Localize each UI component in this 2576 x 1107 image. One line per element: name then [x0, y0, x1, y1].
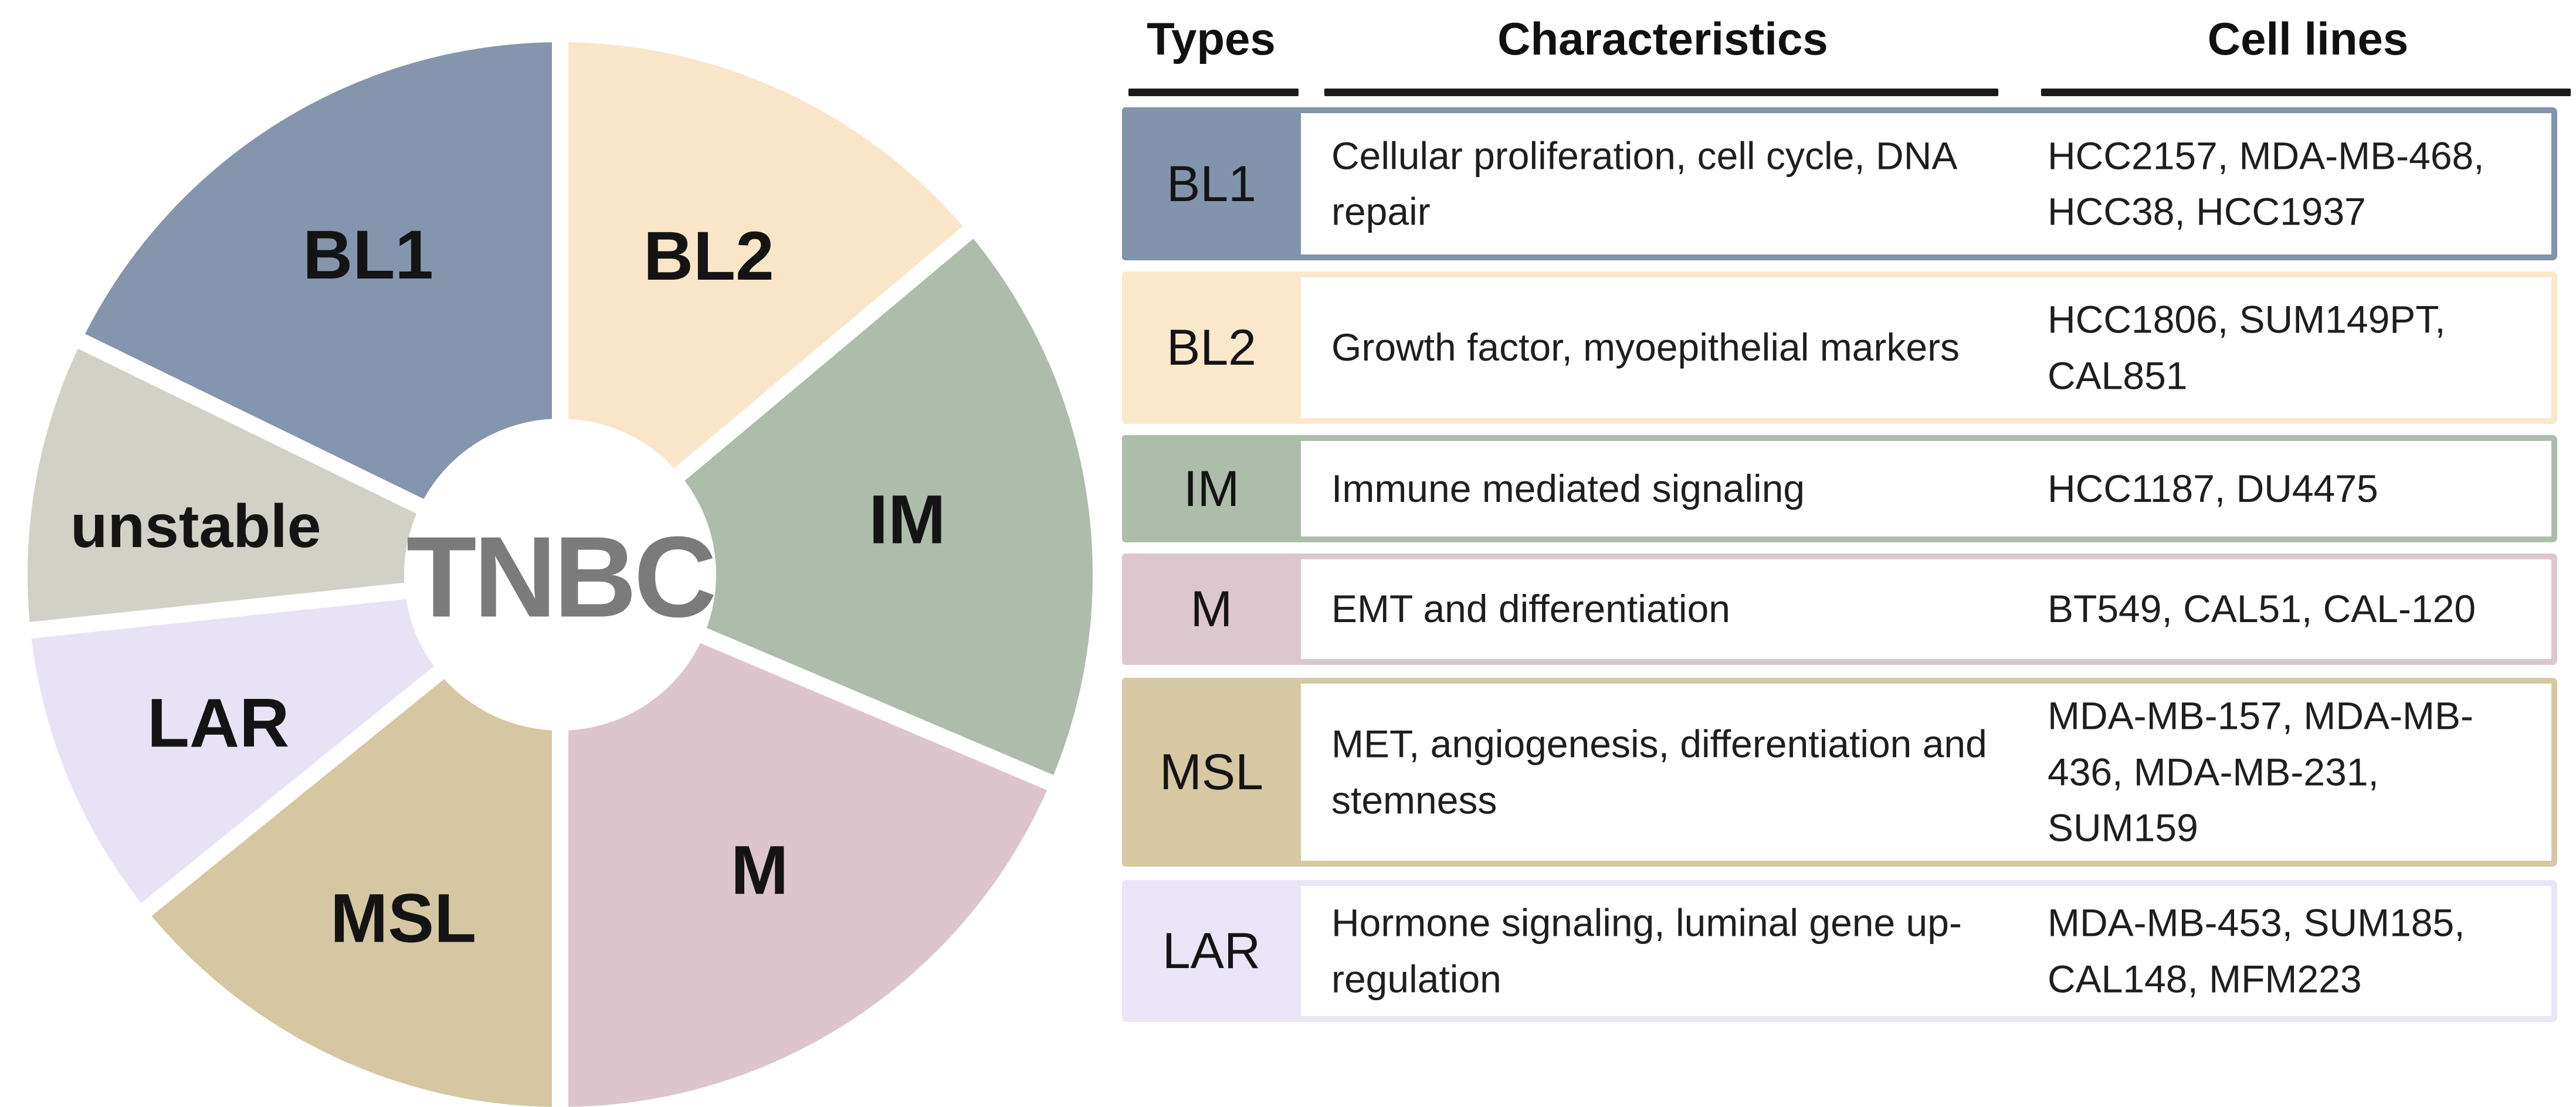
pie-segment-m: [560, 575, 1050, 1107]
header-underline-characteristics: [1324, 89, 1998, 96]
characteristics: Growth factor, myoepithelial markers: [1331, 325, 1960, 369]
pie-segment-bl2: [560, 42, 968, 575]
tnbc-subtype-wheel: BL2 IM M MSL LAR unstable BL1 TNBC: [0, 0, 1120, 1107]
pie-segment-im: [560, 232, 1093, 783]
table-row-msl: MSL MET, angiogenesis, differentiation a…: [1122, 678, 2557, 867]
column-header-cell-lines: Cell lines: [2207, 13, 2409, 64]
segment-label-lar: LAR: [147, 684, 290, 762]
type-label: BL1: [1166, 155, 1257, 212]
pie-segment-bl1: [81, 42, 560, 575]
segment-label-unstable: unstable: [70, 493, 321, 561]
cell-lines: HCC1187, DU4475: [2048, 466, 2378, 510]
table-row-bl2: BL2 Growth factor, myoepithelial markers…: [1122, 271, 2557, 424]
cell-lines: MDA-MB-453, SUM185, CAL148, MFM223: [2048, 901, 2465, 1000]
cell-lines: HCC2157, MDA-MB-468, HCC38, HCC1937: [2048, 133, 2485, 233]
characteristics: Immune mediated signaling: [1331, 466, 1805, 510]
subtype-table: Types Characteristics Cell lines BL1 Cel…: [1120, 0, 2571, 1107]
donut-hole: [404, 419, 716, 731]
pie-segment-lar: [30, 575, 560, 910]
segment-label-msl: MSL: [330, 880, 476, 957]
characteristics: Hormone signaling, luminal gene up-regul…: [1331, 901, 1962, 1000]
header-underline-types: [1128, 89, 1299, 96]
cell-lines: HCC1806, SUM149PT, CAL851: [2048, 297, 2446, 397]
type-label: MSL: [1160, 744, 1263, 800]
type-cell: [1122, 435, 1301, 542]
table-rows: BL1 Cellular proliferation, cell cycle, …: [1122, 107, 2557, 1022]
column-header-types: Types: [1147, 13, 1276, 64]
cell-lines: BT549, CAL51, CAL-120: [2048, 587, 2476, 631]
table-row-lar: LAR Hormone signaling, luminal gene up-r…: [1122, 880, 2557, 1022]
table-row-m: M EMT and differentiation BT549, CAL51, …: [1122, 554, 2557, 665]
type-cell: [1122, 271, 1301, 424]
header-underline-cell-lines: [2041, 89, 2571, 96]
segment-label-m: M: [731, 831, 788, 909]
pie-chart: BL2 IM M MSL LAR unstable BL1 TNBC: [25, 38, 1093, 1107]
type-label: M: [1190, 581, 1233, 637]
center-label: TNBC: [406, 513, 714, 641]
segment-label-im: IM: [869, 481, 945, 558]
characteristics: MET, angiogenesis, differentiation and s…: [1331, 722, 1987, 821]
segment-label-bl1: BL1: [303, 216, 433, 294]
cell-lines: MDA-MB-157, MDA-MB-436, MDA-MB-231, SUM1…: [2048, 694, 2474, 850]
characteristics: Cellular proliferation, cell cycle, DNA …: [1331, 133, 1955, 233]
segment-label-bl2: BL2: [643, 218, 774, 295]
type-cell: [1122, 107, 1301, 260]
type-cell: [1122, 678, 1301, 867]
type-cell: [1122, 554, 1301, 665]
type-label: LAR: [1162, 923, 1261, 979]
type-cell: [1122, 880, 1301, 1022]
table-row-im: IM Immune mediated signaling HCC1187, DU…: [1122, 435, 2557, 542]
characteristics: EMT and differentiation: [1331, 587, 1730, 631]
table-row-bl1: BL1 Cellular proliferation, cell cycle, …: [1122, 107, 2557, 260]
pie-segment-msl: [146, 575, 560, 1107]
type-label: IM: [1183, 460, 1240, 517]
column-header-characteristics: Characteristics: [1497, 13, 1828, 64]
type-label: BL2: [1166, 320, 1257, 376]
